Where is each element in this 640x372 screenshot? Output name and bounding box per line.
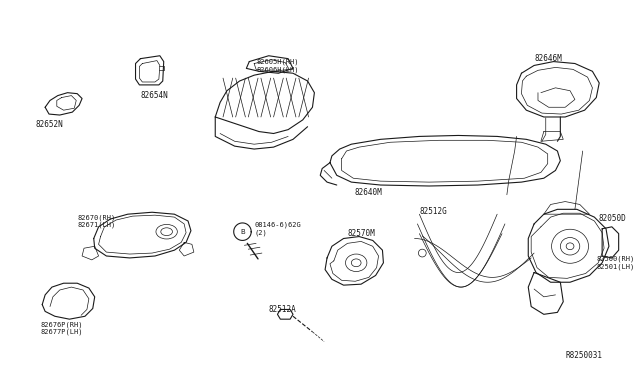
Text: 82605H(RH)
82606H(LH): 82605H(RH) 82606H(LH) — [256, 59, 299, 73]
Text: 82676P(RH)
82677P(LH): 82676P(RH) 82677P(LH) — [40, 321, 83, 335]
Text: 82640M: 82640M — [355, 188, 382, 197]
Text: 82670(RH)
82671(LH): 82670(RH) 82671(LH) — [77, 214, 115, 228]
Text: 08146-6)62G
(2): 08146-6)62G (2) — [254, 222, 301, 236]
Text: B: B — [240, 229, 245, 235]
Text: 82050D: 82050D — [598, 214, 626, 223]
Text: 82500(RH)
82501(LH): 82500(RH) 82501(LH) — [596, 256, 634, 270]
Text: 82512G: 82512G — [419, 207, 447, 217]
Text: R8250031: R8250031 — [565, 351, 602, 360]
Text: 82652N: 82652N — [35, 120, 63, 129]
Text: 82512A: 82512A — [269, 305, 296, 314]
Text: 82646M: 82646M — [534, 54, 562, 63]
Text: 82654N: 82654N — [140, 91, 168, 100]
Text: 82570M: 82570M — [348, 229, 375, 238]
